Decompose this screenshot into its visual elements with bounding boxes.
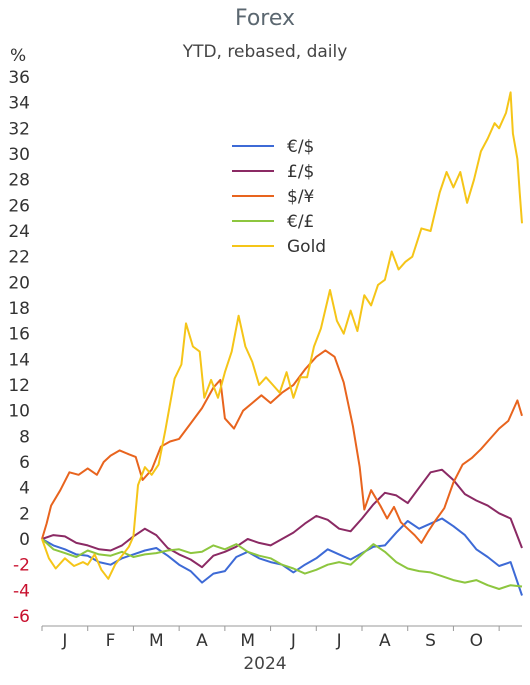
legend-label: $/¥ xyxy=(287,187,315,207)
legend-label: €/$ xyxy=(287,137,314,157)
x-tick-label: J xyxy=(61,631,67,651)
legend: €/$ £/$ $/¥ €/£ Gold xyxy=(232,137,326,257)
y-tick-label: 10 xyxy=(8,402,30,422)
y-tick-label: 18 xyxy=(8,299,30,319)
legend-label: £/$ xyxy=(287,162,314,182)
legend-label: €/£ xyxy=(287,212,314,232)
x-tick-label: A xyxy=(196,631,208,651)
chart-subtitle: YTD, rebased, daily xyxy=(182,42,348,62)
y-tick-label: 26 xyxy=(8,196,30,216)
series-line-4 xyxy=(41,91,523,580)
x-tick-label: F xyxy=(106,631,116,651)
x-tick-label: J xyxy=(336,631,342,651)
y-tick-label: 14 xyxy=(8,350,30,370)
y-tick-label: -6 xyxy=(13,607,30,627)
y-tick-label: 34 xyxy=(8,94,30,114)
x-tick-label: A xyxy=(379,631,391,651)
y-tick-label: 2 xyxy=(19,504,30,524)
series-line-1 xyxy=(41,468,523,569)
series-lines xyxy=(41,91,523,596)
y-tick-label: -4 xyxy=(13,581,30,601)
x-tick-label: M xyxy=(149,631,164,651)
y-tick-label: 8 xyxy=(19,427,30,447)
legend-label: Gold xyxy=(287,237,326,257)
y-tick-label: 4 xyxy=(19,479,30,499)
y-tick-label: 24 xyxy=(8,222,30,242)
y-tick-label: 20 xyxy=(8,273,30,293)
y-tick-label: 0 xyxy=(19,530,30,550)
x-tick-label: J xyxy=(290,631,296,651)
y-tick-label: 30 xyxy=(8,145,30,165)
series-line-0 xyxy=(41,517,523,596)
y-tick-label: 12 xyxy=(8,376,30,396)
y-tick-label: 36 xyxy=(8,68,30,88)
x-tick-label: S xyxy=(425,631,436,651)
x-axis-year-label: 2024 xyxy=(243,654,287,674)
y-tick-label: 22 xyxy=(8,248,30,268)
y-tick-label: 32 xyxy=(8,119,30,139)
y-tick-label: -2 xyxy=(13,556,30,576)
chart-title: Forex xyxy=(234,6,296,31)
y-tick-label: 28 xyxy=(8,171,30,191)
y-tick-label: 16 xyxy=(8,325,30,345)
y-axis-unit: % xyxy=(10,46,27,66)
x-tick-label: O xyxy=(470,631,483,651)
series-line-2 xyxy=(41,349,523,544)
x-tick-label: M xyxy=(240,631,255,651)
y-tick-label: 6 xyxy=(19,453,30,473)
series-line-3 xyxy=(41,538,523,590)
